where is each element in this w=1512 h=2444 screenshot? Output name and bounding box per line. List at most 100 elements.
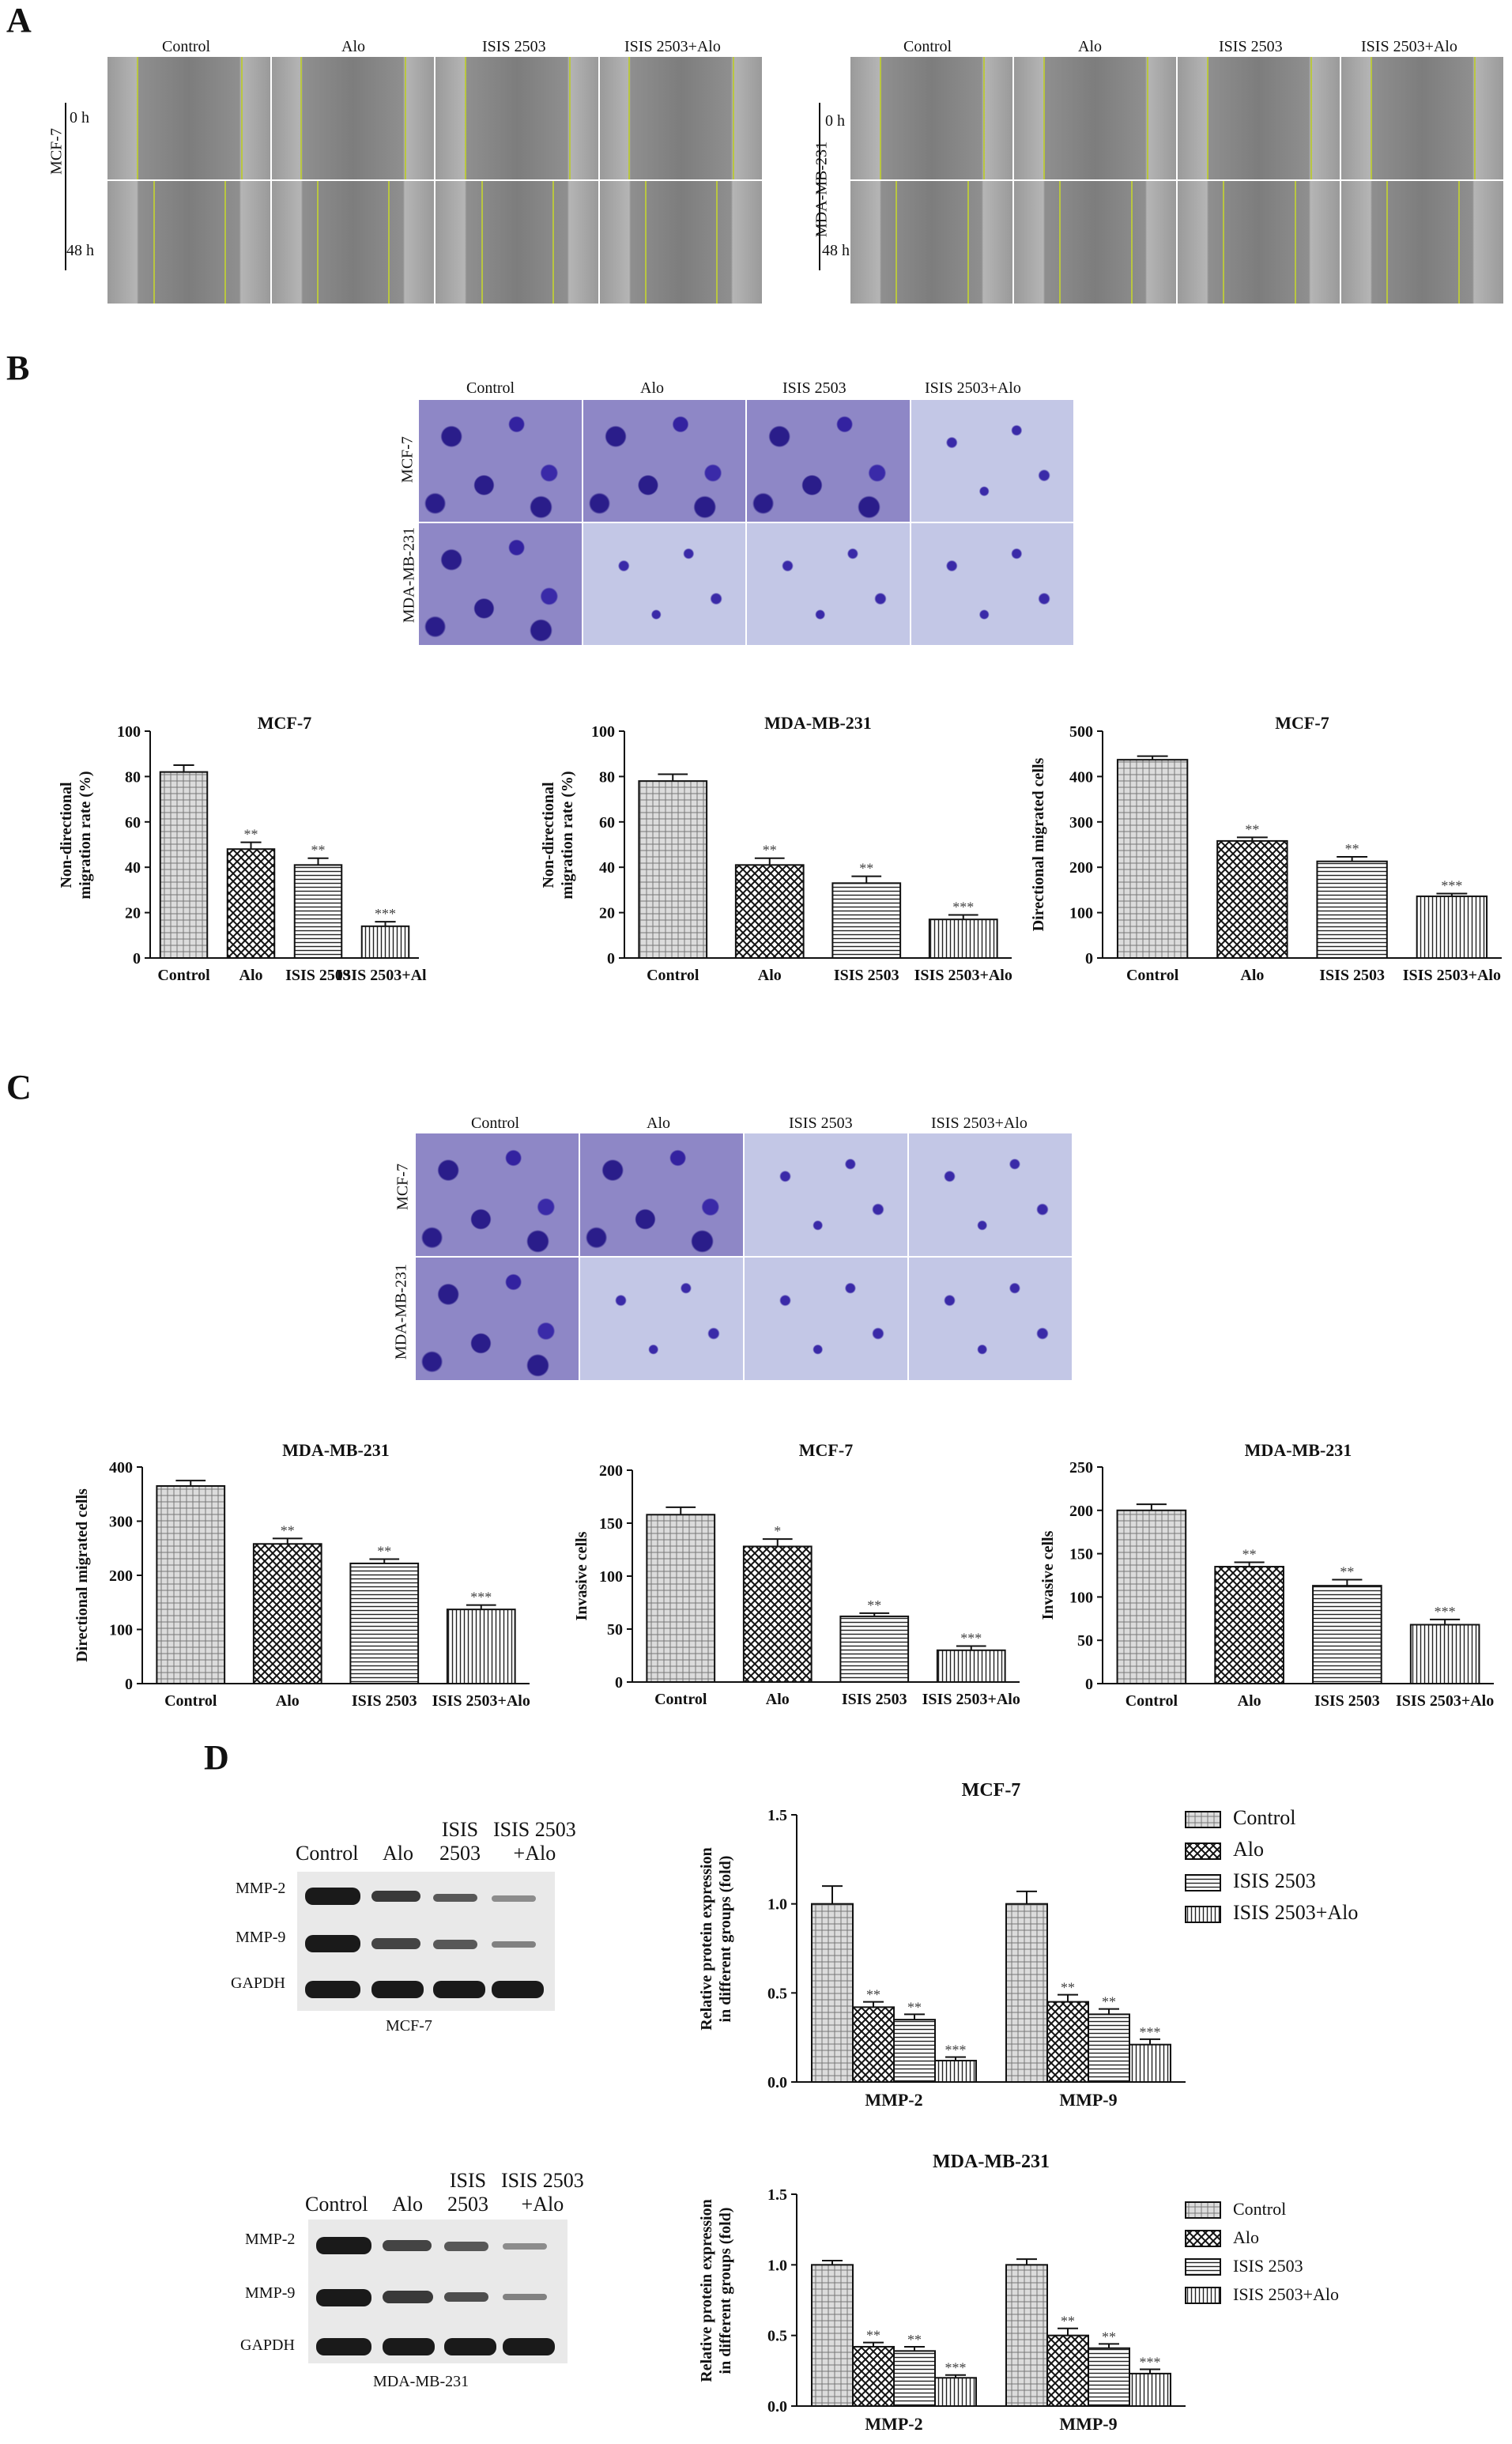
y-axis-label: Non-directional migration rate (%) xyxy=(540,771,576,899)
y-tick-label: 20 xyxy=(599,905,615,922)
y-tick-label: 0 xyxy=(1085,950,1093,967)
panel-c-stain-grid xyxy=(416,1133,1072,1380)
stain-image xyxy=(909,1258,1072,1380)
legend-label: Control xyxy=(1233,1806,1295,1829)
blot-band xyxy=(492,1941,536,1948)
x-tick-label: Control xyxy=(1126,967,1179,984)
significance-mark: ** xyxy=(907,1999,922,2015)
legend-swatch xyxy=(1185,2201,1221,2219)
chart-b1: MCF-7 0 20 40 60 80 100 Non-directional migratio… xyxy=(58,713,427,984)
stain-image xyxy=(583,523,745,645)
significance-mark: *** xyxy=(1140,2355,1161,2370)
blot-band xyxy=(305,1981,360,1998)
chart-title: MCF-7 xyxy=(258,713,311,733)
x-tick-label: MMP-9 xyxy=(1059,2414,1117,2434)
wound-image xyxy=(271,181,434,304)
legend-swatch xyxy=(1185,1842,1221,1860)
legend-label: Alo xyxy=(1233,2227,1259,2247)
x-tick-label: Alo xyxy=(239,967,263,984)
stain-image xyxy=(747,523,910,645)
bar xyxy=(1046,2001,1089,2084)
y-tick-label: 400 xyxy=(1069,768,1093,786)
y-tick-label: 0 xyxy=(133,950,141,967)
wound-image xyxy=(436,57,598,179)
chart-b3: MCF-7 0 100 200 300 400 500 Directional migrate… xyxy=(1030,713,1502,984)
y-axis-label: Invasive cells xyxy=(1039,1530,1057,1620)
blot-band xyxy=(383,2338,435,2355)
panel-b-row-mda: MDA-MB-231 xyxy=(400,526,418,624)
y-tick-label: 0 xyxy=(615,1674,623,1692)
significance-mark: *** xyxy=(375,906,396,922)
bar xyxy=(936,1649,1006,1683)
legend-label: ISIS 2503+Alo xyxy=(1233,1901,1358,1924)
panel-a-left-row-48h: 48 h xyxy=(66,242,94,259)
bar xyxy=(734,864,805,959)
y-tick-label: 300 xyxy=(1069,814,1093,832)
x-tick-label: MMP-2 xyxy=(865,2090,922,2110)
x-tick-label: Alo xyxy=(276,1692,300,1710)
significance-mark: *** xyxy=(1140,2024,1161,2040)
legend-swatch xyxy=(1185,2230,1221,2247)
bar xyxy=(928,918,998,959)
x-tick-label: ISIS 2503 xyxy=(834,967,899,984)
x-tick-label: ISIS 2503 xyxy=(842,1691,907,1708)
blot-band xyxy=(503,2338,555,2355)
bar xyxy=(1116,759,1189,959)
blot-bottom-caption: MDA-MB-231 xyxy=(373,2373,469,2390)
x-tick-label: MMP-9 xyxy=(1059,2090,1117,2110)
panel-a-left-bracket xyxy=(65,103,66,270)
x-tick-label: Control xyxy=(654,1691,707,1708)
bar xyxy=(159,771,209,959)
blot-top-lane-isis: ISIS 2503 xyxy=(439,1818,481,1865)
legend-swatch xyxy=(1185,2287,1221,2304)
significance-mark: ** xyxy=(311,843,326,858)
blot-bottom-image xyxy=(308,2220,567,2363)
x-tick-label: Alo xyxy=(1238,1692,1261,1710)
wound-image xyxy=(271,57,434,179)
y-tick-label: 0.0 xyxy=(767,2074,787,2091)
significance-mark: ** xyxy=(763,843,777,858)
y-tick-label: 0.5 xyxy=(767,1985,787,2002)
panel-c-header-alo: Alo xyxy=(647,1115,670,1132)
bar xyxy=(349,1562,420,1684)
bar xyxy=(638,780,708,959)
panel-b-header-alo: Alo xyxy=(640,379,664,397)
panel-a-right-header-combo: ISIS 2503+Alo xyxy=(1361,38,1457,55)
y-tick-label: 100 xyxy=(117,723,141,741)
y-tick-label: 0 xyxy=(1085,1676,1093,1693)
chart-title: MDA-MB-231 xyxy=(933,2152,1050,2172)
blot-band xyxy=(316,2289,371,2306)
bar xyxy=(1416,895,1488,960)
panel-a-left-header-isis: ISIS 2503 xyxy=(482,38,546,55)
blot-top-label-gapdh: GAPDH xyxy=(231,1974,285,1992)
significance-mark: ** xyxy=(907,2332,922,2348)
chart-title: MCF-7 xyxy=(799,1440,853,1460)
bar xyxy=(1129,2043,1171,2083)
blot-top-lane-combo: ISIS 2503 +Alo xyxy=(493,1818,576,1865)
blot-band xyxy=(444,2292,488,2302)
legend-label: ISIS 2503 xyxy=(1233,2256,1303,2276)
y-tick-label: 60 xyxy=(599,814,615,832)
blot-band xyxy=(503,2243,547,2250)
bar xyxy=(1316,860,1388,960)
bar xyxy=(1088,2013,1130,2083)
panel-label-c: C xyxy=(6,1068,32,1107)
y-tick-label: 80 xyxy=(599,768,615,786)
blot-band xyxy=(433,1981,485,1998)
bar xyxy=(839,1615,910,1683)
panel-a-right-header-isis: ISIS 2503 xyxy=(1219,38,1283,55)
chart-title: MDA-MB-231 xyxy=(282,1440,390,1460)
y-tick-label: 400 xyxy=(109,1459,133,1477)
blot-top-image xyxy=(297,1872,555,2011)
bar xyxy=(1088,2347,1130,2408)
y-tick-label: 1.0 xyxy=(767,2257,787,2274)
panel-b-header-combo: ISIS 2503+Alo xyxy=(925,379,1021,397)
chart-c2: MCF-7 0 50 100 150 200 Invasive cells Control * A… xyxy=(573,1440,1020,1708)
x-tick-label: ISIS 2503 xyxy=(285,967,351,984)
y-tick-label: 0.0 xyxy=(767,2398,787,2416)
significance-mark: ** xyxy=(1061,2314,1075,2329)
bar xyxy=(1129,2372,1171,2408)
legend-label: ISIS 2503+Alo xyxy=(1233,2284,1339,2304)
y-tick-label: 1.5 xyxy=(767,1807,787,1824)
bar xyxy=(293,864,343,959)
